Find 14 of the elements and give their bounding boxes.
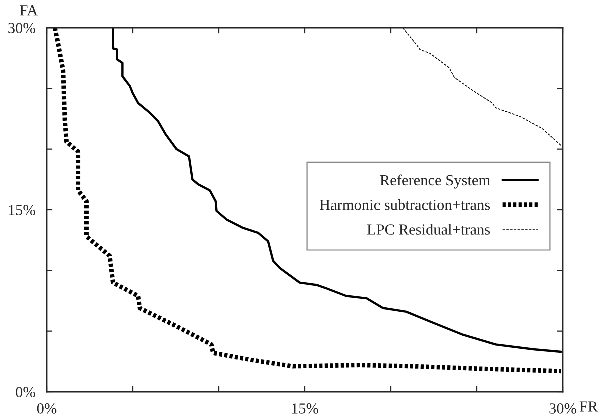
- line-series: [112, 28, 562, 354]
- x-tick-label: 15%: [292, 404, 318, 414]
- y-tick-label: 15%: [9, 205, 36, 216]
- x-axis-title: FR: [580, 402, 598, 412]
- x-tick-label: 0%: [37, 404, 57, 414]
- y-tick-label: 0%: [16, 387, 36, 398]
- y-axis-title: FA: [20, 6, 38, 16]
- line-series: [52, 28, 563, 374]
- legend-label: Harmonic subtraction+trans: [320, 200, 490, 210]
- line-series: [402, 28, 562, 146]
- legend-label: Reference System: [380, 174, 490, 189]
- x-tick-label: 30%: [550, 404, 576, 414]
- legend-label: LPC Residual+trans: [367, 224, 490, 235]
- y-tick-label: 30%: [8, 23, 36, 34]
